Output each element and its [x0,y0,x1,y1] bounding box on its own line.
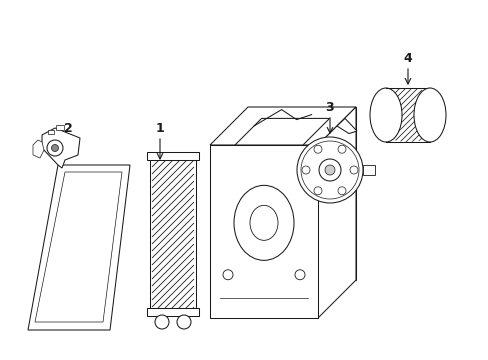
Text: 3: 3 [325,100,334,113]
Polygon shape [317,107,355,318]
Circle shape [223,270,232,280]
Polygon shape [35,172,122,322]
Bar [48,130,54,134]
Ellipse shape [413,88,445,142]
Bar [362,165,374,175]
Polygon shape [247,107,355,280]
Bar [56,125,64,130]
Circle shape [47,140,63,156]
Ellipse shape [249,205,278,240]
Circle shape [325,165,334,175]
Circle shape [318,159,340,181]
Polygon shape [150,158,196,310]
Circle shape [302,166,309,174]
Ellipse shape [234,185,293,260]
Circle shape [155,315,169,329]
Circle shape [337,187,346,195]
Circle shape [294,270,305,280]
Text: 1: 1 [155,122,164,135]
Circle shape [313,145,321,153]
Polygon shape [209,145,317,318]
Text: 4: 4 [403,51,411,64]
Circle shape [313,187,321,195]
Ellipse shape [369,88,401,142]
Polygon shape [209,107,355,145]
Circle shape [177,315,191,329]
Polygon shape [33,140,44,158]
Polygon shape [42,128,80,168]
Bar [147,308,199,316]
Circle shape [337,145,346,153]
Circle shape [51,144,59,152]
Polygon shape [28,165,130,330]
Circle shape [296,137,362,203]
Polygon shape [235,118,329,145]
Polygon shape [336,118,356,134]
Text: 2: 2 [63,122,72,135]
Bar [147,152,199,160]
Circle shape [301,141,358,199]
Circle shape [349,166,357,174]
